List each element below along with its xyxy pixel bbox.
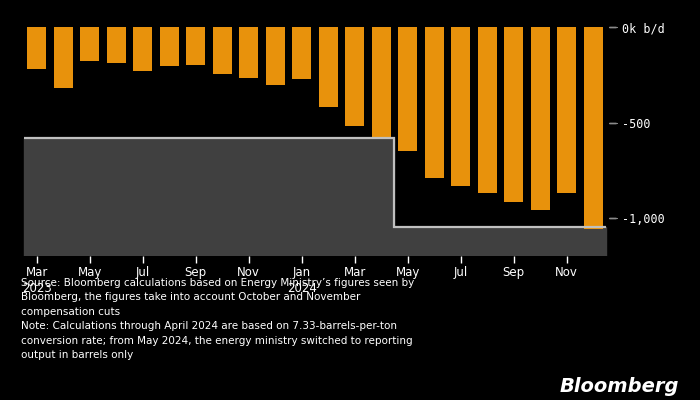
Bar (451, 28, 470, 186)
Bar (186, 28, 205, 64)
Bar (27, 28, 46, 69)
Bar (266, 28, 285, 84)
Bar (398, 28, 417, 151)
Bar (531, 28, 550, 210)
Text: Bloomberg: Bloomberg (559, 377, 679, 396)
Bar (54, 28, 73, 88)
Bar (292, 28, 312, 79)
Bar (107, 28, 126, 63)
Bar (160, 28, 179, 66)
Bar (80, 28, 99, 61)
Bar (425, 28, 444, 178)
Text: Source: Bloomberg calculations based on Energy Ministry’s figures seen by
Bloomb: Source: Bloomberg calculations based on … (21, 278, 414, 360)
Bar (213, 28, 232, 74)
Bar (239, 28, 258, 78)
Bar (345, 28, 364, 126)
Bar (504, 28, 523, 202)
Bar (557, 28, 576, 193)
Bar (584, 28, 603, 229)
Polygon shape (24, 138, 606, 256)
Bar (133, 28, 153, 71)
Bar (372, 28, 391, 137)
Bar (477, 28, 497, 193)
Bar (318, 28, 338, 108)
